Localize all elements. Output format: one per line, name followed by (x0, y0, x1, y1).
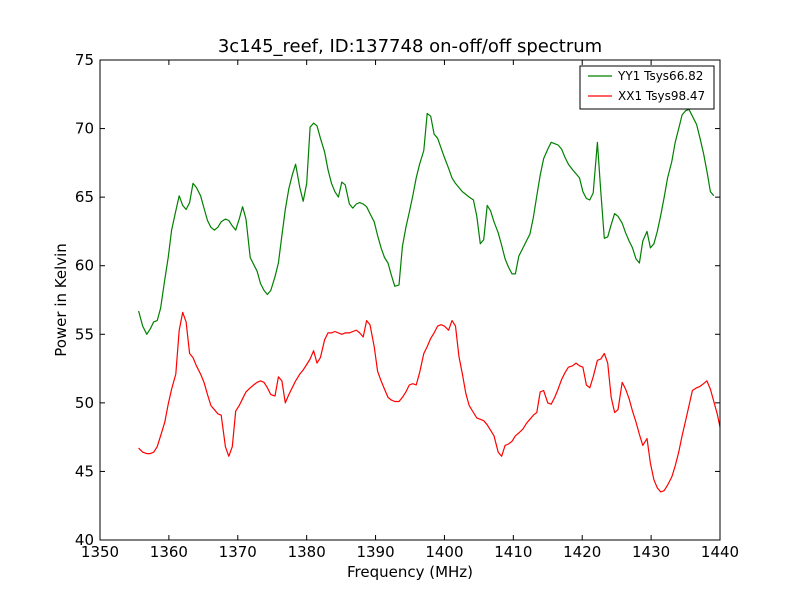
legend-label-xx1: XX1 Tsys98.47 (618, 89, 705, 103)
x-tick-label: 1410 (494, 543, 532, 561)
x-tick-label: 1440 (701, 543, 739, 561)
y-tick-label: 40 (75, 531, 94, 549)
y-axis-label: Power in Kelvin (52, 243, 70, 357)
x-tick-label: 1360 (150, 543, 188, 561)
x-tick-label: 1390 (356, 543, 394, 561)
x-tick-label: 1350 (81, 543, 119, 561)
y-tick-label: 70 (75, 120, 94, 138)
x-tick-label: 1420 (563, 543, 601, 561)
x-tick-label: 1370 (219, 543, 257, 561)
x-tick-label: 1430 (632, 543, 670, 561)
x-tick-label: 1400 (425, 543, 463, 561)
legend-label-yy1: YY1 Tsys66.82 (617, 69, 703, 83)
chart-title: 3c145_reef, ID:137748 on-off/off spectru… (218, 36, 602, 57)
legend-box (579, 65, 715, 110)
legend: YY1 Tsys66.82 XX1 Tsys98.47 (579, 65, 715, 110)
y-tick-label: 65 (75, 188, 94, 206)
y-tick-label: 50 (75, 394, 94, 412)
y-axis-ticks: 40 45 50 55 60 65 70 75 (75, 51, 720, 549)
y-tick-label: 75 (75, 51, 94, 69)
y-tick-label: 60 (75, 257, 94, 275)
series-layer (138, 108, 720, 493)
y-tick-label: 55 (75, 325, 94, 343)
x-axis-label: Frequency (MHz) (347, 563, 473, 581)
plot-area-frame (99, 59, 721, 541)
x-axis-ticks: 1350 1360 1370 1380 1390 1400 1410 1420 1430 1440 (81, 60, 739, 561)
y-tick-label: 45 (75, 462, 94, 480)
series-line-yy1 (138, 108, 715, 335)
series-line-xx1 (138, 311, 720, 493)
x-tick-label: 1380 (288, 543, 326, 561)
